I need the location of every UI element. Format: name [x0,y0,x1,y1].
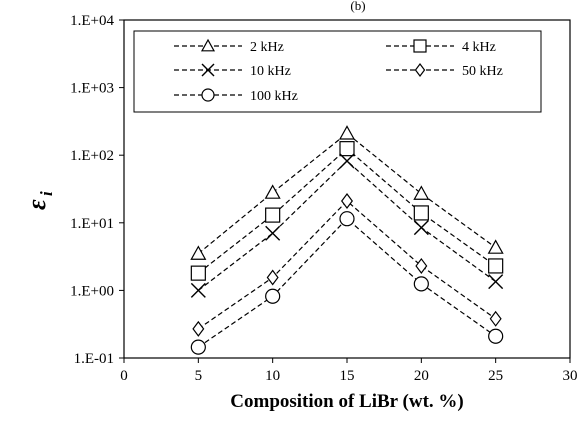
series-100-khz [190,211,504,355]
legend-label: 100 kHz [250,89,298,104]
legend-box [133,30,542,113]
x-tick-label: 0 [120,368,128,384]
chart-caption: (b) [350,0,365,13]
y-axis-title-symbol: ε [22,199,51,210]
x-tick-label: 30 [563,368,578,384]
series-4-khz [190,141,504,281]
data-point [415,257,428,274]
data-point [488,328,504,344]
legend-entry: 2 kHz [174,38,284,55]
data-point [190,245,207,260]
data-point [190,282,206,298]
legend-marker [413,39,427,53]
data-point [190,339,206,355]
x-tick-label: 5 [195,368,203,384]
data-point [413,185,430,200]
series-2-khz [190,125,504,260]
series-line [197,217,497,348]
series-line [197,147,497,274]
data-point [341,193,353,210]
x-tick-label: 10 [265,368,280,384]
y-tick-label: 1.E+02 [70,148,114,164]
data-point [339,211,355,227]
legend-label: 4 kHz [462,40,496,55]
legend-marker [201,88,215,102]
legend-entry: 10 kHz [174,63,291,79]
x-tick-label: 25 [488,368,503,384]
data-point [487,239,504,254]
data-point [488,258,504,274]
data-point [190,265,206,281]
series-10-khz [190,153,504,298]
y-tick-label: 1.E+00 [70,283,114,299]
x-axis-title: Composition of LiBr (wt. %) [230,391,463,412]
legend-marker [414,63,426,77]
data-point [339,153,355,169]
axis-ticks: 0 5 10 15 20 25 30 1.E-01 1.E+00 1.E+01 1.E+02 1.E+… [70,13,577,384]
data-point [265,225,281,241]
y-tick-label: 1.E+01 [70,216,114,232]
series-50-khz [192,193,502,337]
legend-marker [201,63,215,77]
legend-entry: 50 kHz [386,63,503,79]
data-point [265,207,281,223]
legend-entry: 4 kHz [386,39,496,55]
data-point [192,320,205,337]
x-tick-label: 20 [414,368,429,384]
y-axis-title: ε i [22,191,56,210]
legend-label: 2 kHz [250,40,284,55]
data-point [413,220,429,236]
series-line [197,132,497,255]
x-tick-label: 15 [340,368,355,384]
series-layer [190,125,504,355]
legend: 2 kHz 4 kHz 10 kHz 50 kHz 100 kHz [133,30,542,113]
y-tick-label: 1.E+04 [70,13,114,29]
data-point [488,274,504,290]
legend-entry: 100 kHz [174,88,298,104]
y-tick-label: 1.E-01 [74,351,114,367]
data-point [338,125,356,140]
data-point [265,288,281,304]
data-point [413,205,429,221]
legend-marker [200,38,216,52]
y-tick-label: 1.E+03 [70,81,114,97]
data-point [413,276,429,292]
data-point [489,310,502,327]
legend-label: 50 kHz [462,64,503,79]
data-point [264,184,281,199]
y-axis-title-subscript: i [37,191,56,196]
data-point [266,269,279,286]
data-point [339,141,355,157]
legend-label: 10 kHz [250,64,291,79]
